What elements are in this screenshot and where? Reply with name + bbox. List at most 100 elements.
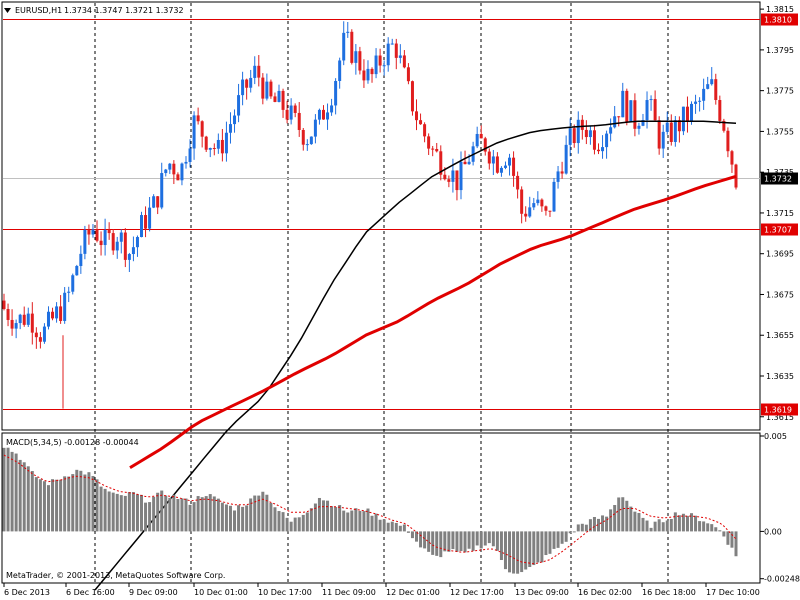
candle-body — [661, 131, 665, 149]
candle-body — [669, 122, 673, 142]
candle-body — [560, 171, 564, 174]
macd-bar — [645, 520, 649, 532]
candle-body — [119, 232, 123, 242]
macd-bar — [386, 522, 390, 532]
macd-bar — [95, 479, 99, 532]
candle-body — [6, 309, 10, 320]
candle-body — [30, 313, 34, 333]
macd-bar — [144, 502, 148, 532]
candle-body — [629, 100, 633, 122]
candle-body — [326, 112, 330, 120]
macd-bar — [657, 519, 661, 532]
candle-body — [51, 311, 55, 319]
level-price-label: 1.3619 — [764, 406, 792, 415]
macd-bar — [669, 518, 673, 532]
macd-bar — [55, 479, 59, 532]
candle-body — [633, 100, 637, 129]
candle-body — [38, 337, 42, 342]
candle-body — [224, 132, 228, 154]
y-tick-label: 1.3715 — [766, 209, 794, 218]
macd-bar — [487, 531, 491, 544]
x-tick-label: 6 Dec 2013 — [4, 588, 50, 597]
macd-bar — [87, 472, 91, 532]
candle-body — [34, 332, 38, 338]
macd-bar — [560, 531, 564, 544]
level-price-label: 1.3810 — [764, 16, 792, 25]
candle-body — [188, 148, 192, 162]
macd-bar — [111, 492, 115, 532]
candle-body — [637, 125, 641, 129]
candle-body — [233, 115, 237, 125]
candle-body — [722, 120, 726, 131]
candle-body — [10, 319, 14, 329]
macd-bar — [366, 508, 370, 532]
macd-bar — [718, 530, 722, 532]
macd-bar — [212, 496, 216, 532]
candle-body — [609, 127, 613, 134]
macd-bar — [633, 511, 637, 532]
macd-bar — [79, 470, 83, 532]
chart-header-ohlc: 1.3734 1.3747 1.3721 1.3732 — [64, 6, 184, 15]
candle-body — [281, 90, 285, 110]
candle-body — [71, 275, 75, 292]
macd-bar — [148, 502, 152, 532]
macd-bar — [309, 508, 313, 532]
candle-body — [253, 65, 257, 78]
macd-bar — [326, 500, 330, 532]
macd-bar — [681, 513, 685, 532]
macd-bar — [204, 496, 208, 532]
macd-bar — [350, 510, 354, 532]
candle-body — [176, 174, 180, 181]
y-tick-label: 1.3675 — [766, 290, 794, 299]
candle-body — [257, 65, 261, 78]
candle-body — [419, 120, 423, 125]
macd-bar — [508, 531, 512, 573]
macd-bar — [459, 531, 463, 552]
macd-bar — [297, 517, 301, 532]
macd-bar — [588, 519, 592, 532]
macd-bar — [415, 531, 419, 542]
macd-bar — [544, 531, 548, 556]
candle-body — [140, 215, 144, 238]
macd-histogram — [2, 447, 738, 574]
candle-body — [710, 79, 714, 85]
candle-body — [690, 103, 694, 121]
dropdown-triangle-icon[interactable] — [4, 8, 11, 13]
x-tick-label: 16 Dec 18:00 — [642, 588, 696, 597]
y-tick-label: 1.3655 — [766, 331, 794, 340]
current-price-label: 1.3732 — [764, 175, 792, 184]
macd-bar — [447, 531, 451, 552]
macd-bar — [568, 531, 572, 534]
candle-body — [390, 43, 394, 45]
macd-bar — [427, 531, 431, 552]
candle-body — [342, 32, 346, 61]
macd-bar — [374, 513, 378, 532]
candle-body — [532, 203, 536, 208]
candle-body — [576, 119, 580, 144]
macd-bar — [30, 471, 34, 532]
candle-body — [702, 88, 706, 101]
macd-bar — [119, 495, 123, 532]
x-tick-label: 10 Dec 17:00 — [258, 588, 312, 597]
macd-bar — [180, 498, 184, 532]
candle-body — [172, 163, 176, 175]
macd-bar — [483, 531, 487, 546]
candle-body — [544, 206, 548, 211]
candle-body — [79, 253, 83, 267]
macd-bar — [160, 490, 164, 532]
macd-bar — [216, 498, 220, 532]
candle-body — [677, 120, 681, 132]
candle-body — [22, 314, 26, 325]
x-tick-label: 16 Dec 02:00 — [578, 588, 632, 597]
candle-body — [301, 129, 305, 145]
candle-body — [164, 169, 168, 174]
macd-bar — [220, 502, 224, 532]
candle-body — [439, 151, 443, 175]
candle-body — [317, 109, 321, 120]
candle-body — [249, 77, 253, 88]
y-tick-label: 1.3755 — [766, 127, 794, 136]
macd-bar — [540, 531, 544, 563]
macd-bar — [423, 531, 427, 549]
macd-bar — [107, 491, 111, 532]
